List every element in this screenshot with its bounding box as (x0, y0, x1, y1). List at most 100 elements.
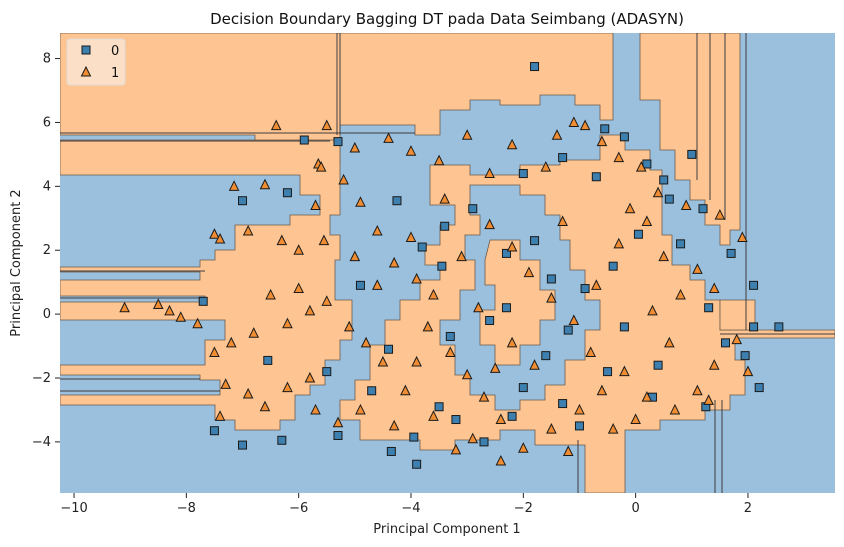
class-1-point (619, 365, 630, 377)
class-1-point (484, 167, 495, 179)
plot-area (60, 33, 835, 493)
class-0-point (633, 229, 643, 239)
class-1-point (242, 387, 254, 399)
class-0-point (384, 344, 394, 354)
class-1-point (641, 215, 653, 226)
class-0-point (653, 360, 663, 370)
class-1-point (209, 228, 220, 239)
class-1-point (282, 317, 293, 329)
class-1-point (652, 186, 664, 198)
class-1-point (371, 224, 383, 236)
class-1-point (175, 311, 187, 322)
class-1-point (692, 384, 703, 396)
class-0-point (740, 351, 750, 361)
class-1-point (591, 279, 602, 290)
y-tick-label: −2 (32, 371, 51, 386)
decision-regions (60, 33, 835, 493)
class-1-point (321, 119, 333, 131)
class-1-point (332, 416, 344, 428)
x-axis-label: Principal Component 1 (373, 522, 520, 537)
class-1-point (293, 282, 304, 294)
class-0-point (574, 421, 584, 431)
class-0-point (299, 135, 309, 145)
class-0-point (600, 124, 610, 134)
y-tick-label: 4 (43, 179, 51, 194)
class-1-point (371, 279, 383, 290)
class-1-point (310, 199, 321, 210)
class-1-point (439, 192, 451, 204)
class-1-point (214, 232, 226, 244)
class-1-point (164, 304, 175, 316)
class-1-point (680, 199, 692, 210)
class-1-point (282, 381, 293, 393)
class-0-point (263, 355, 273, 365)
class-1-point (495, 454, 507, 466)
class-1-point (675, 288, 686, 300)
class-1-point (265, 288, 276, 300)
class-1-point (546, 292, 557, 303)
class-0-point (238, 440, 248, 450)
class-0-point (664, 194, 674, 204)
class-0-point (619, 322, 629, 332)
class-1-point (708, 359, 720, 370)
class-1-point (518, 442, 529, 453)
class-1-point (658, 250, 670, 262)
class-1-point (383, 132, 394, 143)
class-0-point (530, 236, 540, 246)
class-1-point (562, 445, 574, 456)
class-1-point (119, 301, 130, 313)
class-0-point (687, 149, 697, 159)
class-1-point (259, 400, 271, 412)
y-axis-label: Principal Component 2 (9, 189, 24, 336)
class-0-point (468, 204, 478, 214)
class-0-point (541, 351, 551, 361)
class-1-point (607, 422, 619, 434)
class-1-point (574, 403, 585, 415)
class-1-point (433, 154, 445, 166)
class-0-point (333, 431, 343, 440)
class-0-point (507, 411, 517, 421)
class-1-point (473, 301, 484, 313)
class-0-point (749, 322, 759, 332)
class-1-point (304, 304, 316, 316)
class-0-point (754, 383, 764, 393)
class-0-point (591, 172, 601, 182)
x-axis: −10 −8 −6 −4 −2 0 2 (60, 493, 752, 516)
class-1-point (259, 178, 271, 190)
legend-label-1: 1 (111, 66, 119, 81)
x-tick-label: 0 (631, 501, 639, 516)
class-1-point (585, 346, 597, 357)
class-1-point (551, 129, 563, 140)
class-1-point (630, 413, 641, 425)
class-0-point (642, 159, 652, 169)
class-1-point (703, 394, 714, 405)
class-1-point (192, 317, 203, 329)
y-axis: −4 −2 0 2 4 6 8 (32, 52, 60, 450)
x-tick-label: −10 (60, 501, 87, 516)
class-0-point (451, 415, 461, 425)
class-1-point (428, 288, 439, 300)
class-0-point (501, 248, 511, 258)
x-tick-label: −8 (177, 501, 196, 516)
class-1-point (293, 244, 304, 255)
class-1-point (484, 218, 495, 230)
class-1-point (377, 355, 389, 367)
class-1-point (506, 240, 518, 252)
class-1-point (731, 333, 743, 345)
class-0-point (659, 175, 669, 185)
class-0-point (530, 62, 540, 72)
class-0-point (445, 331, 455, 341)
boundary-lines (60, 33, 835, 493)
decision-region-class-1 (60, 139, 353, 431)
class-1-point (540, 161, 552, 172)
class-1-point (708, 282, 720, 294)
class-0-point (437, 261, 447, 271)
x-tick-label: −4 (401, 501, 420, 516)
y-tick-label: 2 (43, 243, 51, 258)
class-0-point (333, 137, 343, 147)
class-0-point (518, 169, 528, 179)
class-1-point (228, 180, 240, 191)
class-0-point (580, 284, 590, 294)
class-0-point (726, 248, 736, 258)
y-tick-label: 8 (43, 52, 51, 67)
